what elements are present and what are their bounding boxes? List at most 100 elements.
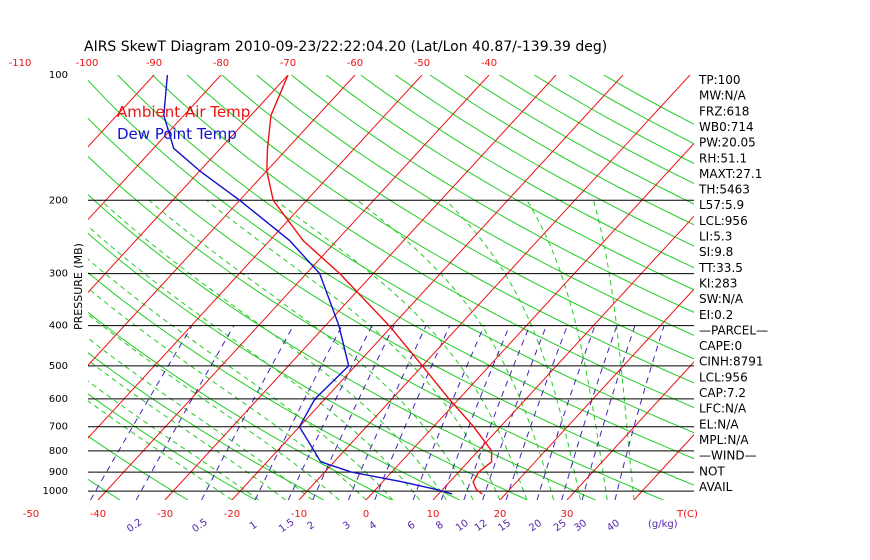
mixing-ratio-line	[412, 325, 485, 500]
top-axis-tick-label: -80	[213, 58, 229, 69]
moist-adiabat-line	[88, 225, 420, 500]
moist-adiabat-line	[357, 199, 555, 500]
moist-adiabat-line	[88, 359, 286, 500]
chart-title: AIRS SkewT Diagram 2010-09-23/22:22:04.2…	[84, 39, 607, 55]
moist-adiabat-line	[275, 199, 528, 500]
temperature-tick-label: -40	[90, 509, 106, 520]
isotherm-line	[88, 75, 155, 148]
pressure-tick-label: 100	[49, 70, 68, 81]
mixing-ratio-line	[463, 325, 531, 500]
temperature-tick-label: 20	[494, 509, 507, 520]
mixing-ratio-line	[201, 325, 294, 500]
profile-lines	[163, 75, 493, 495]
stability-index-item: LCL:956	[699, 370, 748, 384]
isotherm-line	[0, 75, 20, 500]
stability-index-item: WB0:714	[699, 120, 754, 134]
mixing-ratio-tick-label: 3	[341, 520, 353, 533]
mixing-ratio-line	[374, 325, 451, 500]
mixing-ratio-tick-label: 8	[434, 520, 446, 533]
ambient-air-temp-line	[266, 75, 493, 495]
moist-adiabat-line	[593, 200, 635, 500]
stability-index-item: MPL:N/A	[699, 433, 749, 447]
moist-adiabat-line	[148, 199, 474, 500]
dry-adiabat-line	[88, 393, 257, 500]
dry-adiabat-line	[429, 75, 694, 226]
y-axis-label: PRESSURE (MB)	[72, 243, 85, 330]
mixing-ratio-line	[347, 325, 427, 500]
stability-index-item: SW:N/A	[699, 292, 744, 306]
mixing-ratio-line	[312, 325, 395, 500]
legend-dew-point-temp: Dew Point Temp	[117, 125, 237, 143]
mixing-ratio-line	[287, 325, 373, 500]
dry-adiabat-line	[88, 194, 596, 500]
stability-index-item: EI:0.2	[699, 308, 733, 322]
dry-adiabat-line	[88, 271, 460, 500]
mixing-ratio-line	[482, 325, 547, 500]
temperature-tick-label: 30	[561, 509, 574, 520]
stability-index-item: TP:100	[698, 73, 741, 87]
stability-index-item: TH:5463	[698, 183, 750, 197]
pressure-tick-label: 200	[49, 195, 68, 206]
isotherm-line	[88, 75, 423, 439]
isotherm-line	[97, 75, 490, 500]
temperature-tick-label: 0	[363, 509, 369, 520]
stability-index-item: —PARCEL—	[699, 323, 768, 337]
mixing-ratio-tick-label: 12	[473, 518, 490, 534]
mixing-ratio-line	[561, 325, 618, 500]
mixing-ratio-unit-label: (g/kg)	[648, 519, 678, 530]
dry-adiabat-line	[88, 478, 121, 500]
mixing-ratio-tick-label: 40	[605, 518, 622, 534]
stability-index-item: LFC:N/A	[699, 402, 747, 416]
temperature-tick-label: -50	[23, 509, 39, 520]
top-axis-tick-label: -90	[146, 58, 162, 69]
dry-adiabat-line	[221, 75, 694, 360]
top-axis-tick-label: -50	[414, 58, 430, 69]
dry-adiabat-line	[88, 79, 694, 460]
mixing-ratio-tick-label: 0.2	[125, 517, 144, 535]
stability-index-item: AVAIL	[699, 480, 733, 494]
mixing-ratio-tick-label: 10	[454, 518, 471, 534]
mixing-ratio-line	[135, 325, 235, 500]
stability-index-item: CAPE:0	[699, 339, 742, 353]
stability-index-item: MW:N/A	[699, 89, 747, 103]
stability-index-item: LCL:956	[699, 214, 748, 228]
dry-adiabat-line	[290, 75, 694, 313]
moist-adiabat-line	[88, 400, 233, 500]
isotherm-line	[432, 215, 694, 500]
pressure-tick-label: 700	[49, 422, 68, 433]
isotherm-line	[365, 142, 694, 500]
stability-index-item: TT:33.5	[698, 261, 743, 275]
pressure-tick-label: 900	[49, 467, 68, 478]
top-axis-tick-label: -110	[9, 58, 32, 69]
axis-ticks: 1002003004005006007008009001000-120-110-…	[9, 58, 622, 535]
dry-adiabat-line	[152, 75, 694, 409]
mixing-ratio-line	[581, 325, 636, 500]
grid-lines	[0, 75, 694, 500]
moist-adiabat-line	[88, 313, 340, 500]
mixing-ratio-line	[254, 325, 343, 500]
mixing-ratio-line	[440, 325, 511, 500]
isotherm-line	[88, 75, 222, 221]
stability-index-item: FRZ:618	[699, 104, 749, 118]
mixing-ratio-tick-label: 0.5	[190, 517, 209, 535]
isotherm-line	[88, 75, 356, 366]
dew-point-temp-line	[163, 75, 453, 495]
top-axis-tick-label: -100	[76, 58, 99, 69]
legend-ambient-air-temp: Ambient Air Temp	[117, 103, 250, 121]
moist-adiabat-line	[88, 258, 394, 500]
dry-adiabat-line	[360, 75, 694, 269]
mixing-ratio-tick-label: 15	[496, 518, 513, 534]
dry-adiabat-line	[256, 75, 694, 336]
top-axis-tick-label: -70	[280, 58, 296, 69]
dry-adiabat-line	[186, 75, 694, 384]
moist-adiabat-line	[206, 199, 501, 500]
mixing-ratio-tick-label: 25	[552, 518, 569, 534]
stability-index-item: EL:N/A	[699, 417, 739, 431]
moist-adiabat-line	[88, 380, 260, 500]
top-axis-tick-label: -60	[347, 58, 363, 69]
mixing-ratio-tick-label: 30	[572, 518, 589, 534]
temperature-tick-label: 10	[427, 509, 440, 520]
mixing-ratio-line	[90, 325, 193, 500]
isotherm-line	[164, 75, 557, 500]
